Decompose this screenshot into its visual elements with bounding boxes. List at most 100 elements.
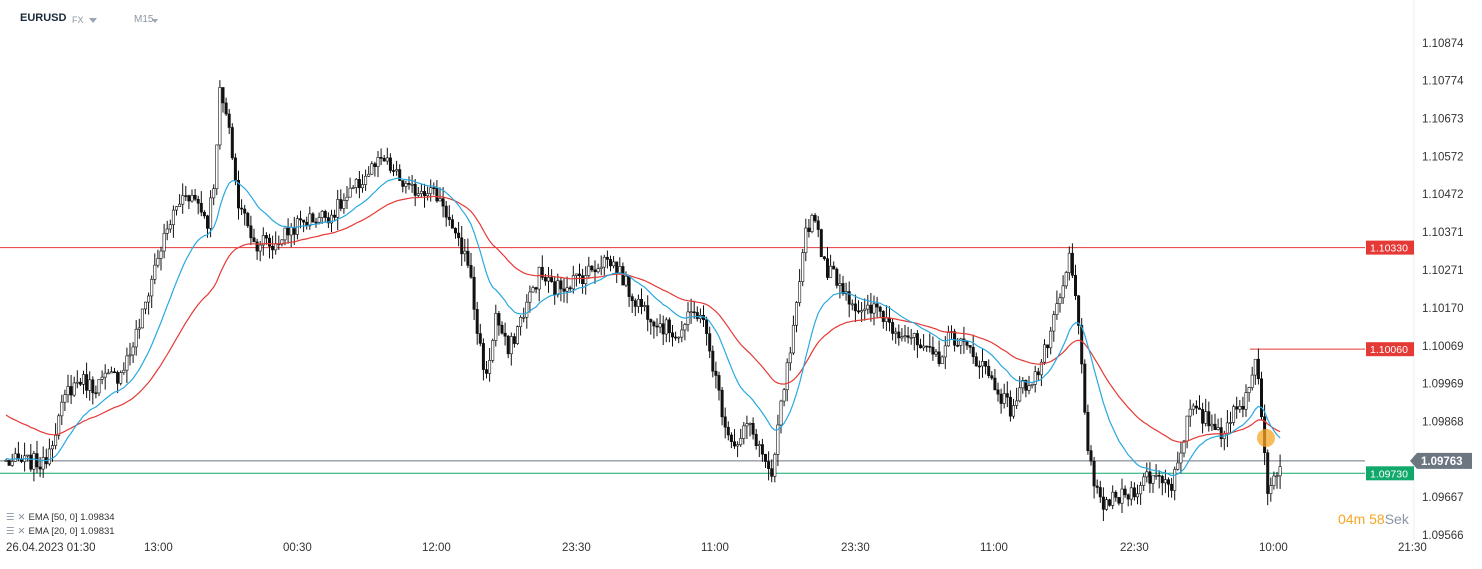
short-resistance-label: 1.10060: [1370, 344, 1408, 356]
current-price-badge[interactable]: [1410, 452, 1472, 469]
candle-body: [264, 235, 268, 239]
candle-body: [78, 381, 82, 385]
candle-body: [1142, 476, 1146, 486]
ema50-line[interactable]: [5, 195, 1281, 443]
y-tick-label: 1.10673: [1422, 114, 1464, 126]
candle-body: [370, 163, 374, 175]
candle-body: [525, 301, 529, 318]
candle-body: [156, 258, 160, 266]
timeframe-dropdown-icon[interactable]: [152, 19, 158, 23]
candle-body: [258, 244, 262, 252]
candle-body: [692, 311, 696, 314]
indicator-settings-icon[interactable]: ☰: [6, 526, 15, 537]
candle-body: [1216, 427, 1220, 430]
candle-body: [410, 183, 414, 186]
candle-body: [816, 220, 820, 230]
candle-body: [720, 389, 724, 418]
candle-body: [1244, 392, 1248, 410]
x-tick-label: 00:30: [283, 542, 312, 554]
candle-body: [875, 303, 879, 308]
candle-body: [782, 389, 786, 402]
candle-body: [202, 211, 206, 217]
candle-body: [175, 206, 179, 211]
candle-body: [531, 287, 535, 293]
candle-body: [974, 356, 978, 367]
candle-body: [847, 291, 851, 305]
x-tick-label: 23:30: [562, 542, 591, 554]
y-tick-label: 1.10271: [1422, 265, 1464, 277]
candle-body: [453, 227, 457, 234]
x-tick-label: 11:00: [980, 542, 1008, 554]
candle-body: [1080, 325, 1084, 365]
candle-body: [736, 444, 740, 447]
candle-body: [317, 217, 321, 223]
candle-body: [943, 345, 947, 358]
candle-body: [931, 346, 935, 355]
candle-body: [1058, 297, 1062, 304]
candle-body: [475, 309, 479, 334]
legend-item-ema50[interactable]: ☰ ✕ EMA [50, 0] 1.09834: [6, 512, 115, 523]
candle-body: [993, 377, 997, 391]
legend-item-ema20[interactable]: ☰ ✕ EMA [20, 0] 1.09831: [6, 526, 115, 537]
candle-body: [168, 224, 172, 230]
candle-body: [41, 457, 45, 470]
candle-body: [506, 335, 510, 355]
candle-body: [1015, 400, 1019, 406]
candle-body: [1278, 466, 1282, 477]
indicator-settings-icon[interactable]: ☰: [6, 512, 15, 523]
candle-body: [32, 453, 36, 470]
candle-body: [739, 438, 743, 445]
ema20-line[interactable]: [5, 177, 1281, 477]
candle-body: [320, 211, 324, 218]
candle-body: [137, 327, 141, 330]
candle-body: [1036, 371, 1040, 376]
x-tick-label: 23:30: [841, 542, 870, 554]
candle-body: [144, 301, 148, 310]
timeframe-selector[interactable]: M15: [134, 14, 154, 25]
candle-body: [1219, 427, 1223, 440]
remove-indicator-icon[interactable]: ✕: [17, 526, 26, 537]
candle-body: [980, 361, 984, 367]
candle-body: [261, 235, 265, 246]
candle-body: [472, 276, 476, 310]
candle-body: [240, 207, 244, 210]
candle-body: [577, 273, 581, 276]
candle-body: [364, 175, 368, 185]
candle-body: [88, 379, 92, 391]
candle-body: [711, 350, 715, 372]
x-tick-label: 10:00: [1259, 542, 1288, 554]
x-tick-label: 13:00: [144, 542, 173, 554]
signal-marker[interactable]: [1257, 429, 1275, 447]
candle-body: [178, 203, 182, 207]
symbol-label[interactable]: EURUSD: [20, 12, 67, 24]
candle-body: [413, 183, 417, 196]
support-badge[interactable]: [1366, 466, 1414, 481]
candle-body: [351, 187, 355, 189]
candle-body: [422, 191, 426, 196]
candle-body: [444, 205, 448, 218]
candle-body: [1260, 378, 1264, 418]
candle-body: [106, 372, 110, 375]
resistance-badge[interactable]: [1366, 240, 1414, 255]
candle-body: [884, 317, 888, 322]
remove-indicator-icon[interactable]: ✕: [17, 512, 26, 523]
candle-body: [819, 229, 823, 258]
candle-body: [484, 369, 488, 374]
candle-body: [1077, 295, 1081, 326]
short-resistance-badge[interactable]: [1366, 342, 1414, 357]
y-tick-label: 1.10170: [1422, 303, 1464, 315]
candle-body: [770, 468, 774, 477]
candle-body: [621, 266, 625, 286]
candle-body: [813, 215, 817, 222]
candle-body: [791, 324, 795, 354]
candle-body: [971, 346, 975, 358]
candle-body: [1120, 488, 1124, 504]
candle-body: [1030, 384, 1034, 387]
candle-body: [763, 453, 767, 462]
support-label: 1.09730: [1370, 468, 1408, 480]
candle-body: [187, 195, 191, 202]
y-tick-label: 1.10069: [1422, 341, 1464, 353]
symbol-dropdown-icon[interactable]: [89, 18, 97, 23]
candle-body: [274, 243, 278, 251]
